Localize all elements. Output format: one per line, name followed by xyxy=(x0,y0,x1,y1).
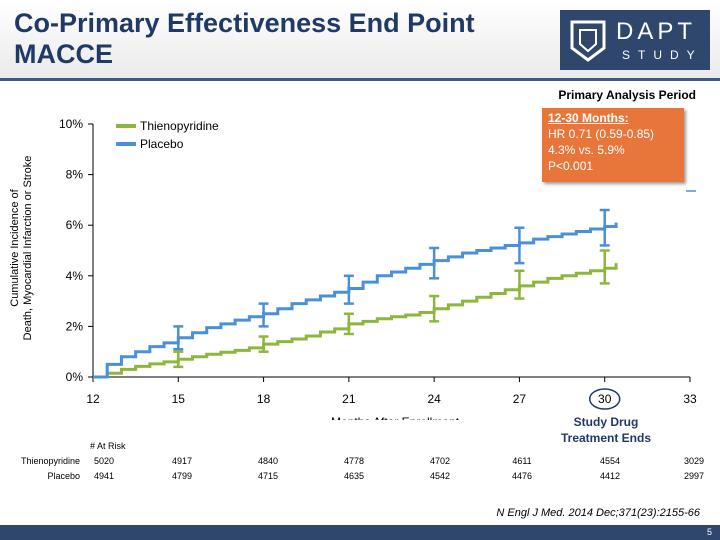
page-number: 5 xyxy=(706,527,712,537)
at-risk-cell: 4799 xyxy=(171,471,193,481)
study-end-highlight-circle xyxy=(588,388,621,410)
at-risk-cell: 4412 xyxy=(599,471,621,481)
at-risk-cell: 4635 xyxy=(343,471,365,481)
logo-subtitle: STUDY xyxy=(622,48,703,62)
y-tick-label: 8% xyxy=(66,168,84,182)
at-risk-header: # At Risk xyxy=(90,441,126,451)
at-risk-cell: 3029 xyxy=(683,456,705,466)
legend-label-placebo: Placebo xyxy=(140,137,184,151)
at-risk-cell: 4917 xyxy=(171,456,193,466)
x-tick-label: 27 xyxy=(513,392,527,406)
study-drug-end-label: Study Drug Treatment Ends xyxy=(560,415,652,445)
at-risk-cell: 4702 xyxy=(429,456,451,466)
x-tick-label: 24 xyxy=(427,392,441,406)
x-tick-label: 30 xyxy=(598,392,612,406)
y-tick-label: 2% xyxy=(66,319,84,333)
at-risk-row-label: Placebo xyxy=(47,471,80,481)
y-tick-label: 10% xyxy=(59,117,83,131)
logo-word: DAPT xyxy=(616,18,697,45)
at-risk-cell: 4611 xyxy=(512,456,532,466)
y-tick-label: 0% xyxy=(66,370,84,384)
x-tick-label: 15 xyxy=(172,392,186,406)
at-risk-cell: 4778 xyxy=(343,456,365,466)
header-divider xyxy=(0,78,720,81)
x-tick-label: 12 xyxy=(86,392,100,406)
x-tick-label: 21 xyxy=(342,392,356,406)
at-risk-cell: 4840 xyxy=(257,456,279,466)
x-tick-label: 33 xyxy=(683,392,697,406)
at-risk-cell: 4941 xyxy=(93,471,115,481)
at-risk-cell: 4554 xyxy=(599,456,621,466)
at-risk-cell: 4542 xyxy=(429,471,451,481)
dapt-logo-icon xyxy=(570,20,606,62)
series-line-thienopyridine xyxy=(93,263,618,379)
series-line-placebo xyxy=(93,222,618,379)
annotation-heading: 12-30 Months: xyxy=(548,111,629,125)
y-tick-label: 6% xyxy=(66,218,84,232)
dapt-logo: DAPT STUDY xyxy=(560,10,710,70)
citation: N Engl J Med. 2014 Dec;371(23):2155-66 xyxy=(496,507,700,519)
y-tick-label: 4% xyxy=(66,269,84,283)
cumulative-incidence-chart: 0% 2% 4% 6% 8% 10% 12 15 18 21 24 27 30 33 Months Afte… xyxy=(59,117,697,420)
legend-label-thienopyridine: Thienopyridine xyxy=(140,119,219,133)
annotation-line-hr: HR 0.71 (0.59-0.85) xyxy=(548,127,655,141)
x-tick-label: 18 xyxy=(257,392,271,406)
hazard-ratio-annotation: 12-30 Months: HR 0.71 (0.59-0.85) 4.3% v… xyxy=(542,108,684,182)
x-axis-label: Months After Enrollment xyxy=(331,415,460,420)
annotation-line-rates: 4.3% vs. 5.9% xyxy=(548,143,625,157)
at-risk-cell: 4476 xyxy=(511,471,533,481)
at-risk-cell: 4715 xyxy=(257,471,279,481)
at-risk-cell: 2997 xyxy=(683,471,705,481)
annotation-line-pvalue: P<0.001 xyxy=(548,159,594,173)
footer-bar xyxy=(0,525,720,540)
slide-title: Co-Primary Effectiveness End Point MACCE xyxy=(14,8,475,69)
at-risk-cell: 5020 xyxy=(93,456,115,466)
at-risk-row-label: Thienopyridine xyxy=(20,456,80,466)
analysis-period-label: Primary Analysis Period xyxy=(558,88,696,102)
